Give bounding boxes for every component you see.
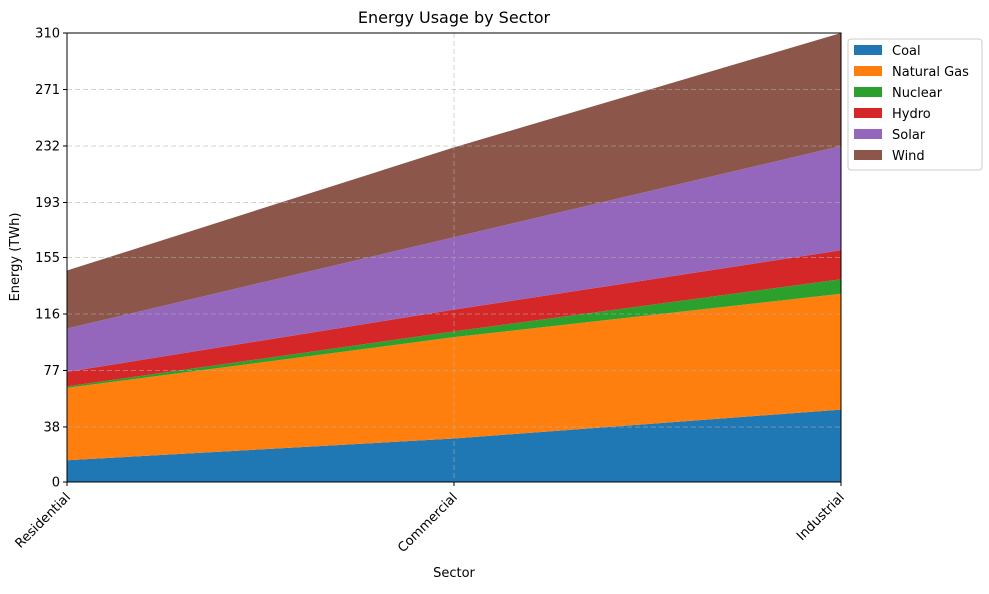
legend-swatch-nuclear (854, 87, 882, 97)
y-tick-label: 77 (43, 364, 60, 379)
y-tick-label: 310 (35, 27, 60, 42)
y-axis: 0 38 77 116 155 193 232 271 310 (35, 27, 67, 491)
legend: Coal Natural Gas Nuclear Hydro Solar Wind (847, 38, 983, 171)
legend-label-nuclear: Nuclear (892, 86, 943, 101)
area-hydro (67, 250, 841, 387)
y-tick-label: 38 (43, 420, 60, 435)
legend-label-hydro: Hydro (892, 107, 931, 122)
legend-swatch-natural-gas (854, 66, 882, 76)
legend-swatch-hydro (854, 108, 882, 118)
legend-label-solar: Solar (892, 128, 926, 143)
x-tick-label: Residential (13, 490, 74, 551)
y-axis-label: Energy (TWh) (8, 213, 23, 302)
legend-swatch-wind (854, 150, 882, 160)
legend-label-natural-gas: Natural Gas (892, 65, 969, 80)
x-axis: Residential Commercial Industrial (13, 482, 848, 556)
legend-label-wind: Wind (892, 149, 925, 164)
area-natural-gas (67, 293, 841, 461)
legend-label-coal: Coal (892, 44, 921, 59)
y-tick-label: 193 (35, 196, 60, 211)
x-tick-label: Commercial (395, 490, 461, 556)
y-tick-label: 232 (35, 139, 60, 154)
chart-title: Energy Usage by Sector (358, 8, 551, 27)
x-tick-label: Industrial (794, 490, 848, 544)
legend-swatch-coal (854, 45, 882, 55)
y-tick-label: 271 (35, 83, 60, 98)
legend-swatch-solar (854, 129, 882, 139)
x-axis-label: Sector (433, 566, 475, 581)
y-tick-label: 116 (35, 307, 60, 322)
y-tick-label: 0 (52, 476, 60, 491)
y-tick-label: 155 (35, 251, 60, 266)
